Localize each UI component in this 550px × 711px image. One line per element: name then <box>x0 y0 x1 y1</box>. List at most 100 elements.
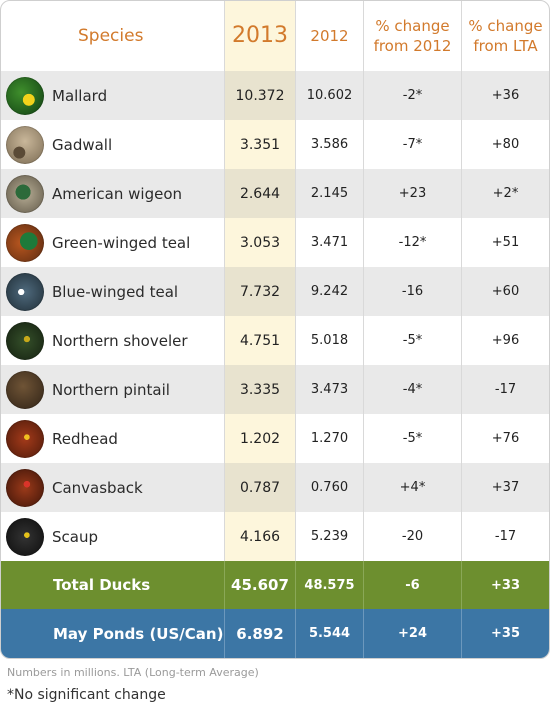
may-ponds-row: May Ponds (US/Can) 6.892 5.544 +24 +35 <box>1 609 549 658</box>
change-2012-cell: -12* <box>363 218 461 267</box>
table-row: Blue-winged teal 7.732 9.242 -16 +60 <box>1 267 549 316</box>
species-cell: Mallard <box>1 71 224 120</box>
table-header: Species 2013 2012 % change from 2012 % c… <box>1 1 549 71</box>
value-2012-cell: 3.473 <box>295 365 363 414</box>
green-winged-teal-icon <box>6 223 44 262</box>
change-2012-cell: -20 <box>363 512 461 561</box>
change-2012-cell: -7* <box>363 120 461 169</box>
table-row: American wigeon 2.644 2.145 +23 +2* <box>1 169 549 218</box>
value-2012-cell: 2.145 <box>295 169 363 218</box>
species-cell: American wigeon <box>1 169 224 218</box>
gadwall-icon <box>6 125 44 164</box>
duck-population-table: Species 2013 2012 % change from 2012 % c… <box>0 0 550 659</box>
species-name: Gadwall <box>52 135 113 154</box>
species-name: Mallard <box>52 86 108 105</box>
species-name: Green-winged teal <box>52 233 191 252</box>
change-2012-header: % change from 2012 <box>363 1 461 71</box>
change-lta-cell: +36 <box>461 71 549 120</box>
canvasback-icon <box>6 468 44 507</box>
total-change-2012: -6 <box>363 561 461 609</box>
change-2012-cell: -5* <box>363 414 461 463</box>
table-row: Mallard 10.372 10.602 -2* +36 <box>1 71 549 120</box>
change-lta-cell: -17 <box>461 365 549 414</box>
change-lta-cell: +37 <box>461 463 549 512</box>
value-2012-cell: 3.586 <box>295 120 363 169</box>
table-row: Canvasback 0.787 0.760 +4* +37 <box>1 463 549 512</box>
northern-pintail-icon <box>6 370 44 409</box>
ponds-change-2012: +24 <box>363 609 461 658</box>
species-name: Northern shoveler <box>52 331 188 350</box>
mallard-icon <box>6 76 44 115</box>
species-name: Canvasback <box>52 478 143 497</box>
species-cell: Gadwall <box>1 120 224 169</box>
ponds-2013: 6.892 <box>224 609 295 658</box>
value-2012-cell: 0.760 <box>295 463 363 512</box>
redhead-icon <box>6 419 44 458</box>
table-row: Green-winged teal 3.053 3.471 -12* +51 <box>1 218 549 267</box>
species-cell: Scaup <box>1 512 224 561</box>
species-name: Blue-winged teal <box>52 282 179 301</box>
change-2012-cell: -5* <box>363 316 461 365</box>
change-lta-cell: +2* <box>461 169 549 218</box>
value-2013-cell: 2.644 <box>224 169 295 218</box>
total-ducks-row: Total Ducks 45.607 48.575 -6 +33 <box>1 561 549 609</box>
value-2012-cell: 10.602 <box>295 71 363 120</box>
value-2012-cell: 5.239 <box>295 512 363 561</box>
american-wigeon-icon <box>6 174 44 213</box>
value-2013-cell: 3.351 <box>224 120 295 169</box>
table-row: Northern shoveler 4.751 5.018 -5* +96 <box>1 316 549 365</box>
value-2013-cell: 3.053 <box>224 218 295 267</box>
value-2012-cell: 9.242 <box>295 267 363 316</box>
change-2012-cell: -4* <box>363 365 461 414</box>
change-lta-cell: -17 <box>461 512 549 561</box>
change-lta-cell: +76 <box>461 414 549 463</box>
ponds-change-lta: +35 <box>461 609 549 658</box>
northern-shoveler-icon <box>6 321 44 360</box>
value-2013-cell: 0.787 <box>224 463 295 512</box>
scaup-icon <box>6 517 44 556</box>
value-2012-cell: 3.471 <box>295 218 363 267</box>
value-2012-cell: 1.270 <box>295 414 363 463</box>
value-2013-cell: 3.335 <box>224 365 295 414</box>
change-2012-cell: +23 <box>363 169 461 218</box>
table-row: Gadwall 3.351 3.586 -7* +80 <box>1 120 549 169</box>
value-2013-cell: 10.372 <box>224 71 295 120</box>
species-name: Scaup <box>52 527 98 546</box>
change-2012-cell: -16 <box>363 267 461 316</box>
value-2013-cell: 4.166 <box>224 512 295 561</box>
species-name: Northern pintail <box>52 380 170 399</box>
total-2012: 48.575 <box>295 561 363 609</box>
species-cell: Blue-winged teal <box>1 267 224 316</box>
species-name: American wigeon <box>52 184 183 203</box>
species-cell: Canvasback <box>1 463 224 512</box>
change-2012-cell: +4* <box>363 463 461 512</box>
blue-winged-teal-icon <box>6 272 44 311</box>
change-lta-cell: +96 <box>461 316 549 365</box>
change-lta-cell: +60 <box>461 267 549 316</box>
value-2013-cell: 7.732 <box>224 267 295 316</box>
change-2012-cell: -2* <box>363 71 461 120</box>
change-lta-cell: +51 <box>461 218 549 267</box>
ponds-2012: 5.544 <box>295 609 363 658</box>
value-2013-cell: 4.751 <box>224 316 295 365</box>
species-name: Redhead <box>52 429 118 448</box>
species-header: Species <box>78 26 144 46</box>
total-label: Total Ducks <box>53 576 151 594</box>
change-lta-header: % change from LTA <box>461 1 549 71</box>
asterisk-note: *No significant change <box>7 687 166 703</box>
species-cell: Redhead <box>1 414 224 463</box>
total-2013: 45.607 <box>224 561 295 609</box>
total-change-lta: +33 <box>461 561 549 609</box>
units-note: Numbers in millions. LTA (Long-term Aver… <box>7 666 259 679</box>
species-cell: Green-winged teal <box>1 218 224 267</box>
species-cell: Northern shoveler <box>1 316 224 365</box>
change-lta-cell: +80 <box>461 120 549 169</box>
ponds-label: May Ponds (US/Can) <box>53 624 224 643</box>
year-2012-header: 2012 <box>295 1 363 71</box>
year-2013-header: 2013 <box>224 1 295 71</box>
value-2013-cell: 1.202 <box>224 414 295 463</box>
table-row: Scaup 4.166 5.239 -20 -17 <box>1 512 549 561</box>
table-row: Northern pintail 3.335 3.473 -4* -17 <box>1 365 549 414</box>
table-row: Redhead 1.202 1.270 -5* +76 <box>1 414 549 463</box>
species-cell: Northern pintail <box>1 365 224 414</box>
